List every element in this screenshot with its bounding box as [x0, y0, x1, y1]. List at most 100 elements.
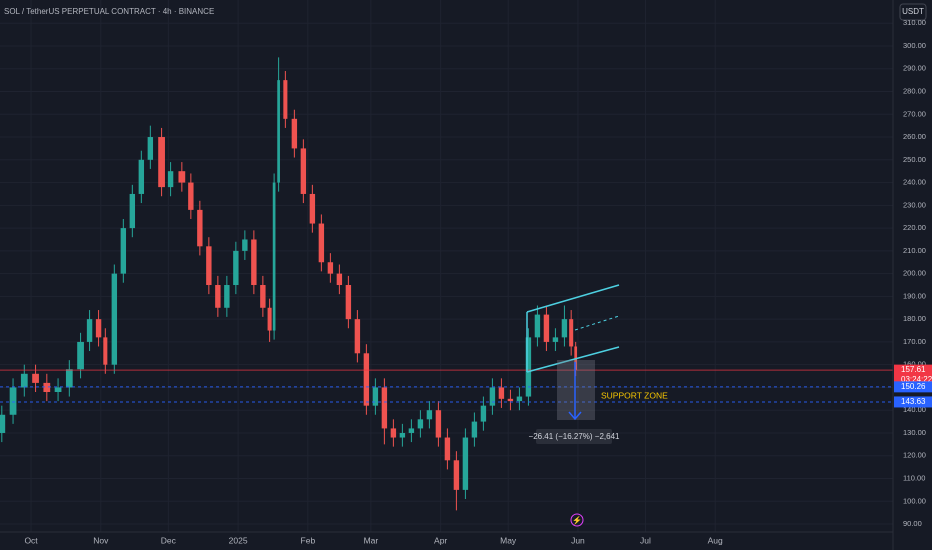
x-tick-label: Jun: [571, 535, 585, 545]
y-tick-label: 230.00: [903, 200, 926, 209]
candle-body: [426, 410, 433, 420]
candle-body: [242, 239, 248, 251]
y-tick-label: 90.00: [903, 519, 922, 528]
y-tick-label: 140.00: [903, 405, 926, 414]
candle-body: [435, 410, 442, 438]
candle-body: [260, 285, 266, 308]
candle-body: [224, 285, 230, 308]
candle-body: [233, 250, 239, 286]
candle-body: [363, 353, 370, 406]
candle-body: [417, 419, 424, 429]
y-tick-label: 120.00: [903, 451, 926, 460]
candle-body: [462, 437, 469, 490]
candle-body: [354, 319, 361, 354]
candle-body: [178, 171, 186, 183]
x-tick-label: Mar: [364, 535, 379, 545]
candle-body: [399, 432, 406, 438]
price-label: 143.63: [901, 397, 926, 406]
candle-body: [327, 262, 334, 274]
candle-body: [507, 398, 514, 402]
y-tick-label: 240.00: [903, 178, 926, 187]
candle-body: [65, 369, 73, 388]
y-tick-label: 200.00: [903, 269, 926, 278]
axis: 90.00100.00110.00120.00130.00140.00150.0…: [24, 18, 932, 545]
y-tick-label: 300.00: [903, 41, 926, 50]
candle-body: [453, 460, 460, 490]
candle-body: [471, 421, 478, 438]
candle-body: [372, 387, 379, 406]
x-tick-label: May: [500, 535, 517, 545]
support-zone-label: SUPPORT ZONE: [601, 390, 668, 400]
candle-body: [120, 228, 127, 274]
y-tick-label: 220.00: [903, 223, 926, 232]
candle-body: [20, 373, 28, 388]
price-label-bg: [894, 364, 932, 387]
candle-body: [390, 428, 397, 438]
candle-body: [525, 337, 532, 397]
measure-box: [557, 360, 595, 420]
candle-body: [138, 159, 145, 194]
candle-body: [251, 239, 257, 286]
y-tick-label: 160.00: [903, 360, 926, 369]
candle-body: [569, 319, 574, 347]
x-tick-label: Feb: [301, 535, 316, 545]
grid: [0, 0, 893, 532]
y-tick-label: 110.00: [903, 473, 925, 482]
y-tick-label: 190.00: [903, 291, 926, 300]
candle-body: [111, 273, 118, 365]
candle-body: [444, 437, 451, 461]
currency-box: [899, 3, 927, 21]
y-tick-label: 100.00: [903, 496, 926, 505]
x-tick-label: Aug: [708, 535, 723, 545]
candle-body: [498, 387, 505, 399]
x-tick-label: Dec: [161, 535, 177, 545]
y-tick-label: 250.00: [903, 155, 926, 164]
candle-body: [543, 314, 550, 342]
candle-body: [552, 337, 559, 342]
candle-body: [336, 273, 343, 286]
price-label: 157.61: [901, 365, 926, 374]
channel-top: [526, 284, 620, 313]
y-tick-label: 260.00: [903, 132, 926, 141]
candle-body: [272, 182, 276, 331]
y-tick-label: 290.00: [903, 64, 926, 73]
candle-body: [54, 387, 62, 392]
candle-body: [381, 387, 388, 429]
y-tick-label: 130.00: [903, 428, 926, 437]
y-tick-label: 270.00: [903, 109, 926, 118]
measure-label: −26.41 (−16.27%) −2,641: [529, 432, 621, 441]
candle-body: [32, 373, 39, 383]
candle-body: [215, 285, 221, 308]
chart-title: SOL / TetherUS PERPETUAL CONTRACT · 4h ·…: [4, 7, 214, 16]
event-icon-glyph: ⚡: [572, 515, 582, 525]
countdown: 03:24:22: [901, 375, 932, 384]
measure-label-bg: [536, 429, 612, 444]
candle-body: [103, 337, 108, 365]
price-label: 150.26: [901, 382, 926, 391]
candle-body: [534, 314, 541, 338]
candle-body: [206, 246, 212, 286]
price-label-bg: [894, 381, 932, 393]
measure-arrow-head: [568, 411, 582, 421]
candle-body: [408, 428, 415, 433]
candle-body: [129, 193, 136, 229]
price-label-bg: [894, 396, 932, 408]
channel-mid: [574, 315, 620, 331]
candle-body: [86, 319, 93, 342]
y-tick-label: 210.00: [903, 246, 926, 255]
candle-body: [77, 341, 84, 370]
y-tick-label: 310.00: [903, 18, 926, 27]
y-tick-label: 170.00: [903, 337, 926, 346]
channel-bottom: [526, 346, 620, 373]
y-tick-label: 280.00: [903, 86, 926, 95]
candle-body: [283, 80, 288, 119]
x-tick-label: Oct: [24, 535, 38, 545]
candle-body: [9, 387, 17, 415]
candle-body: [277, 80, 280, 183]
candle-body: [188, 182, 194, 210]
x-tick-label: Nov: [93, 535, 109, 545]
candle-body: [318, 223, 325, 263]
event-icon: [570, 513, 584, 527]
x-tick-label: Jul: [640, 535, 651, 545]
